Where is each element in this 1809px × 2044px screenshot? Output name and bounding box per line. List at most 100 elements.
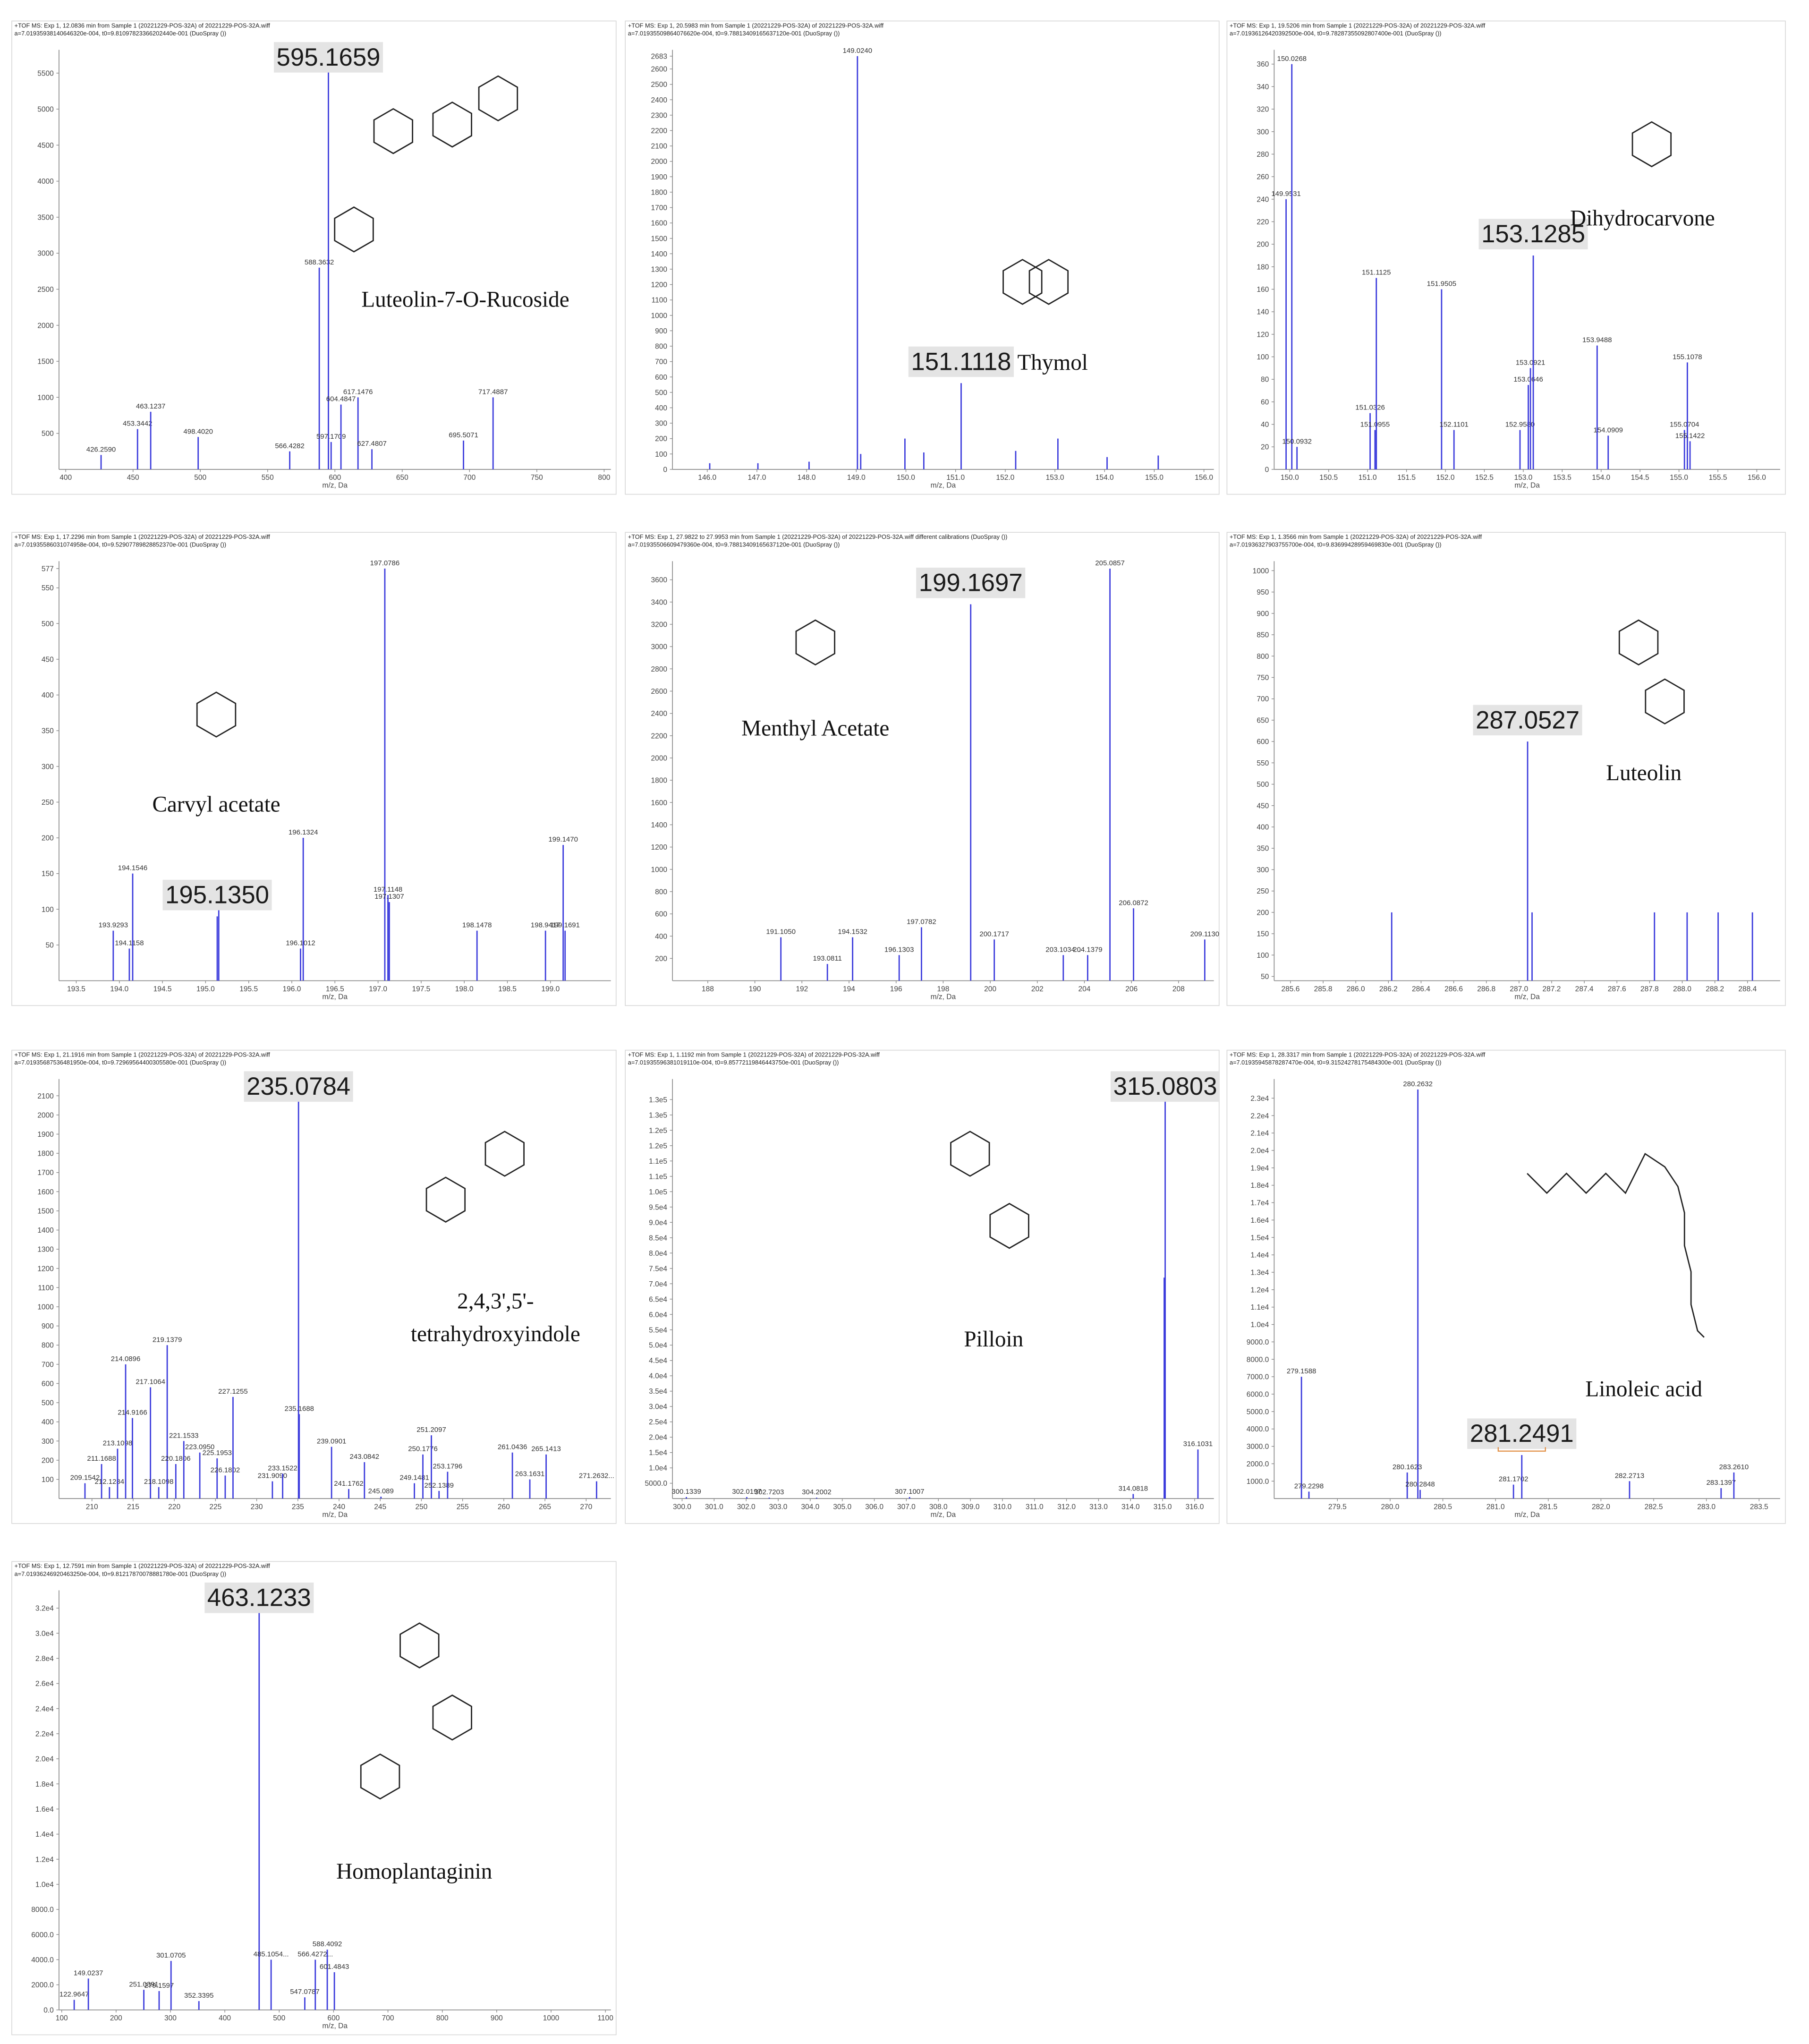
x-tick-label: 154.0 [1096, 474, 1114, 482]
peak-label: 149.0237 [74, 1969, 103, 1977]
x-tick-label: 149.0 [847, 474, 866, 482]
x-tick-label: 195.0 [196, 985, 215, 993]
peak-label: 302.0197 [732, 1488, 762, 1496]
x-tick-label: 235 [292, 1503, 304, 1511]
y-tick-label: 1500 [37, 1207, 54, 1215]
y-tick-label: 5000.0 [645, 1480, 668, 1488]
x-tick-label: 225 [209, 1503, 221, 1511]
peak-label: 233.1522 [268, 1464, 297, 1472]
structure-ring [950, 1131, 990, 1177]
panel-header: a=7.01935596381019110e-004, t0=9.8577211… [628, 1059, 839, 1066]
peak-label: 250.1776 [408, 1445, 438, 1453]
y-tick-label: 2200 [651, 127, 667, 135]
compound-name: 2,4,3',5'- [457, 1289, 534, 1314]
peak-label: 241.1762 [334, 1480, 364, 1488]
x-tick-label: 147.0 [748, 474, 766, 482]
y-tick-label: 320 [1257, 106, 1269, 114]
y-tick-label: 300 [655, 420, 667, 428]
x-tick-label: 285.6 [1281, 985, 1299, 993]
y-tick-label: 8.5e4 [649, 1234, 667, 1242]
y-tick-label: 2400 [651, 710, 667, 718]
peak-label: 212.1284 [95, 1478, 124, 1486]
x-tick-label: 500 [194, 474, 206, 482]
x-tick-label: 150.0 [897, 474, 915, 482]
x-tick-label: 240 [333, 1503, 345, 1511]
x-tick-label: 281.5 [1539, 1503, 1557, 1511]
y-tick-label: 1400 [37, 1226, 54, 1235]
peak-label: 209.1542 [70, 1474, 100, 1482]
y-tick-label: 6.0e4 [649, 1311, 667, 1319]
peak-label: 194.1158 [115, 939, 144, 947]
x-tick-label: 206 [1125, 985, 1138, 993]
y-tick-label: 500 [655, 389, 667, 397]
compound-name: Thymol [1017, 350, 1087, 375]
x-tick-label: 450 [127, 474, 139, 482]
x-tick-label: 196.5 [326, 985, 344, 993]
x-tick-label: 199.0 [541, 985, 560, 993]
peak-label: 239.0901 [317, 1438, 347, 1446]
y-tick-label: 600 [655, 374, 667, 382]
x-tick-label: 312.0 [1057, 1503, 1076, 1511]
peak-label: 566.4282 [275, 442, 305, 450]
x-axis-label: m/z, Da [323, 2022, 348, 2030]
y-tick-label: 200 [42, 1456, 54, 1465]
y-tick-label: 1.2e4 [1250, 1286, 1269, 1294]
y-tick-label: 250 [42, 799, 54, 807]
y-tick-label: 7.5e4 [649, 1265, 667, 1273]
y-tick-label: 140 [1257, 308, 1269, 316]
x-tick-label: 154.5 [1631, 474, 1649, 482]
peak-label: 302.7203 [755, 1488, 784, 1496]
y-tick-label: 1600 [37, 1188, 54, 1196]
y-tick-label: 1300 [651, 265, 667, 273]
x-tick-label: 315.0 [1154, 1503, 1172, 1511]
x-tick-label: 308.0 [929, 1503, 948, 1511]
y-tick-label: 3.0e4 [649, 1403, 667, 1411]
x-tick-label: 287.8 [1640, 985, 1659, 993]
y-tick-label: 360 [1257, 60, 1269, 68]
y-tick-label: 1.0e4 [649, 1465, 667, 1473]
x-tick-label: 155.5 [1709, 474, 1727, 482]
peak-label: 122.9647 [59, 1991, 89, 1999]
peak-label: 265.1413 [531, 1445, 561, 1453]
x-tick-label: 152.0 [996, 474, 1014, 482]
x-tick-label: 282.5 [1645, 1503, 1663, 1511]
y-tick-label: 350 [1257, 845, 1269, 853]
peak-label: 150.0932 [1282, 437, 1312, 445]
y-tick-label: 1.3e4 [1250, 1269, 1269, 1277]
peak-label: 251.0391 [129, 1980, 159, 1988]
y-tick-label: 1.6e4 [35, 1806, 54, 1814]
x-tick-label: 146.0 [698, 474, 716, 482]
peak-label: 205.0857 [1095, 559, 1125, 567]
x-axis-label: m/z, Da [931, 482, 956, 490]
y-tick-label: 800 [655, 888, 667, 896]
x-tick-label: 400 [219, 2014, 231, 2022]
x-tick-label: 279.5 [1328, 1503, 1347, 1511]
y-tick-label: 700 [42, 1361, 54, 1369]
x-tick-label: 200 [984, 985, 996, 993]
y-tick-label: 8000.0 [31, 1906, 54, 1914]
x-tick-label: 197.5 [412, 985, 430, 993]
y-tick-label: 3.2e4 [35, 1605, 54, 1613]
structure-ring [795, 619, 835, 666]
y-tick-label: 180 [1257, 263, 1269, 271]
y-tick-label: 3000 [37, 250, 54, 258]
x-axis-label: m/z, Da [1514, 482, 1540, 490]
peak-label: 196.1324 [289, 828, 318, 836]
highlight-box [1467, 1418, 1577, 1449]
peak-label: 149.9531 [1271, 190, 1301, 198]
y-tick-label: 1200 [37, 1265, 54, 1273]
y-tick-label: 500 [42, 620, 54, 628]
peak-label: 199.1691 [550, 921, 580, 929]
x-tick-label: 151.5 [1397, 474, 1416, 482]
x-tick-label: 197.0 [369, 985, 387, 993]
y-tick-label: 220 [1257, 218, 1269, 226]
y-tick-label: 600 [1257, 738, 1269, 746]
x-tick-label: 151.0 [1359, 474, 1377, 482]
highlight-box [916, 567, 1026, 598]
panel-header: +TOF MS: Exp 1, 28.3317 min from Sample … [1230, 1051, 1486, 1058]
panel-header: a=7.01936126420392500e-004, t0=9.7828735… [1230, 30, 1442, 37]
peak-label: 282.2713 [1615, 1472, 1644, 1480]
y-tick-label: 3.0e4 [35, 1630, 54, 1638]
y-tick-label: 1000 [37, 394, 54, 402]
